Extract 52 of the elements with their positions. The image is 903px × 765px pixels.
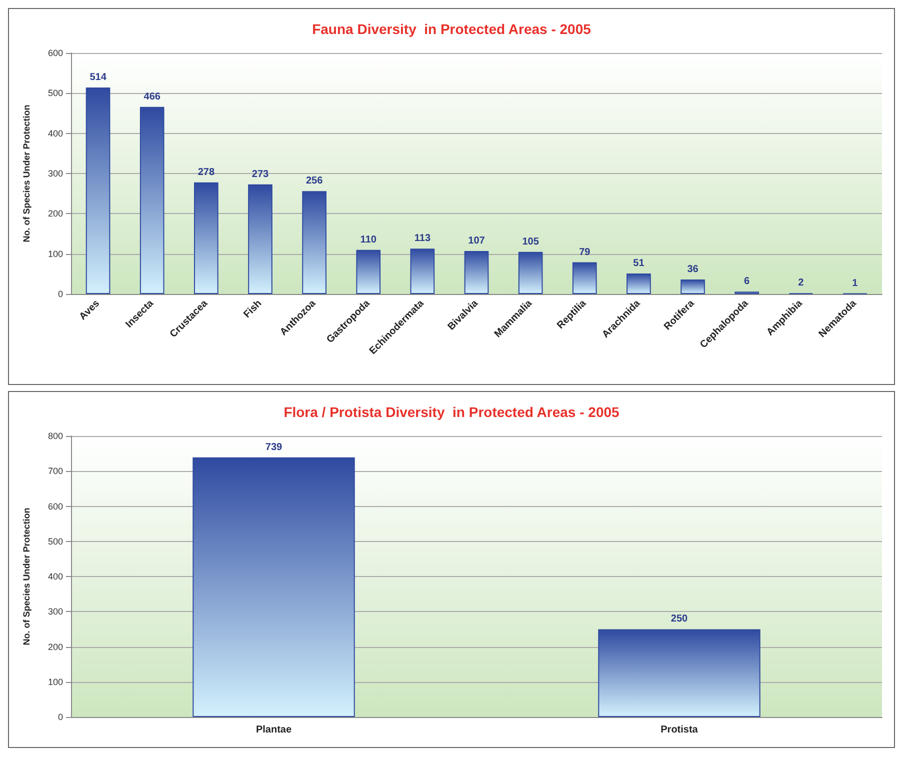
y-axis-title: No. of Species Under Protection — [22, 104, 32, 242]
y-tick-label: 0 — [58, 289, 63, 299]
y-tick-label: 600 — [48, 501, 63, 512]
y-tick-label: 400 — [48, 572, 63, 582]
bar — [140, 106, 164, 294]
y-axis-title: No. of Species Under Protection — [22, 508, 32, 646]
bar — [302, 191, 326, 294]
data-label: 739 — [265, 442, 283, 453]
data-label: 250 — [670, 614, 688, 625]
bar — [572, 262, 597, 294]
data-label: 466 — [144, 91, 161, 102]
bar — [626, 274, 651, 294]
y-tick-label: 400 — [48, 128, 63, 138]
data-label: 51 — [633, 258, 645, 270]
bar — [86, 88, 110, 294]
data-label: 113 — [414, 233, 431, 244]
chart-title: Flora / Protista Diversity in Protected Areas - 2005 — [284, 404, 620, 420]
data-label: 278 — [198, 166, 215, 178]
bar — [248, 184, 272, 294]
data-label: 514 — [90, 72, 107, 84]
chart-title: Fauna Diversity in Protected Areas - 2005 — [312, 21, 592, 37]
y-tick-label: 700 — [48, 466, 63, 476]
y-tick-label: 200 — [48, 642, 63, 652]
data-label: 1 — [852, 278, 858, 289]
y-tick-label: 500 — [48, 88, 63, 98]
bar — [680, 280, 705, 294]
x-tick-label: Protista — [660, 724, 698, 736]
data-label: 36 — [687, 264, 699, 276]
y-tick-label: 500 — [48, 536, 63, 546]
data-label: 105 — [522, 236, 540, 248]
y-tick-label: 200 — [48, 208, 63, 219]
data-label: 6 — [744, 276, 750, 288]
data-label: 2 — [798, 278, 804, 289]
bar — [410, 248, 435, 294]
data-label: 110 — [360, 234, 377, 246]
bar — [194, 182, 218, 294]
data-label: 79 — [579, 246, 591, 258]
y-tick-label: 100 — [48, 676, 63, 687]
bar — [518, 252, 543, 294]
data-label: 273 — [252, 168, 270, 180]
y-tick-label: 800 — [48, 431, 63, 441]
x-tick-label: Plantae — [256, 724, 292, 736]
bar — [464, 251, 489, 294]
y-tick-label: 0 — [58, 712, 63, 722]
data-label: 256 — [306, 176, 324, 187]
y-tick-label: 300 — [48, 606, 63, 617]
x-tick-label: Fish — [242, 298, 264, 320]
bar — [356, 250, 381, 294]
y-tick-label: 100 — [48, 248, 63, 259]
y-tick-label: 300 — [48, 168, 63, 178]
y-tick-label: 600 — [48, 48, 63, 58]
data-label: 107 — [468, 236, 486, 247]
